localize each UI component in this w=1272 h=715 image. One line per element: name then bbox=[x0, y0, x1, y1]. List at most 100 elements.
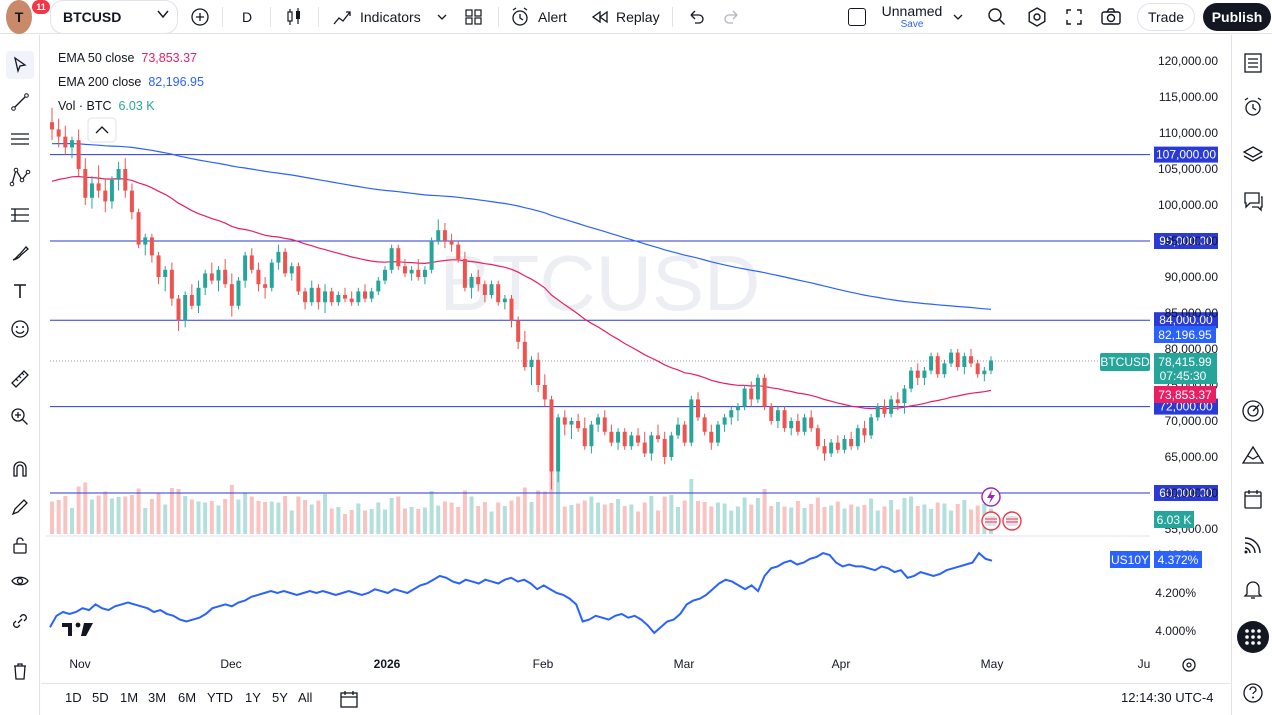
range-3m[interactable]: 3M bbox=[148, 690, 167, 705]
volume-bar bbox=[649, 496, 654, 534]
zoom-tool[interactable] bbox=[6, 403, 34, 431]
object-tree-button[interactable] bbox=[1239, 141, 1267, 169]
volume-bar bbox=[982, 504, 987, 534]
candle-body bbox=[602, 417, 607, 432]
layout-checkbox[interactable] bbox=[848, 0, 866, 34]
us-flag-icon[interactable] bbox=[981, 511, 1001, 531]
range-5d[interactable]: 5D bbox=[92, 690, 109, 705]
price-axis[interactable]: 120,000.00 115,000.00 110,000.00 105,000.00… bbox=[1158, 54, 1218, 536]
snapshot-button[interactable] bbox=[1100, 0, 1122, 34]
candle-body bbox=[409, 269, 414, 274]
interval-button[interactable]: D bbox=[242, 9, 253, 25]
layout-name-button[interactable]: Unnamed Save bbox=[880, 0, 944, 34]
ideas-button[interactable] bbox=[1239, 397, 1267, 425]
horizontal-line-value: 107,000.00 bbox=[1156, 148, 1216, 162]
delete-drawings-tool[interactable] bbox=[6, 657, 34, 685]
range-1y[interactable]: 1Y bbox=[245, 690, 261, 705]
fib-tool[interactable] bbox=[6, 201, 34, 229]
volume-bar bbox=[875, 510, 880, 534]
alerts-button[interactable] bbox=[1239, 93, 1267, 121]
range-5y[interactable]: 5Y bbox=[272, 690, 288, 705]
fullscreen-button[interactable] bbox=[1064, 0, 1084, 34]
trade-button[interactable]: Trade bbox=[1137, 3, 1195, 31]
link-tool[interactable] bbox=[6, 607, 34, 635]
candle-body bbox=[149, 237, 154, 256]
ema50-legend[interactable]: EMA 50 close 73,853.37 bbox=[58, 46, 204, 70]
events-markers[interactable] bbox=[981, 487, 1022, 531]
indicators-button[interactable]: Indicators bbox=[332, 0, 421, 34]
help-button[interactable] bbox=[1239, 679, 1267, 707]
ema200-legend[interactable]: EMA 200 close 82,196.95 bbox=[58, 70, 204, 94]
mountain-icon bbox=[1241, 445, 1265, 464]
pine-button[interactable] bbox=[1239, 441, 1267, 469]
range-1d[interactable]: 1D bbox=[65, 690, 82, 705]
axis-settings-button[interactable] bbox=[1182, 658, 1196, 672]
lightning-icon[interactable] bbox=[981, 487, 1001, 507]
volume-tag-value: 6.03 K bbox=[1157, 513, 1192, 527]
alert-button[interactable]: Alert bbox=[510, 0, 567, 34]
publish-button[interactable]: Publish bbox=[1203, 3, 1271, 31]
pattern-tool[interactable] bbox=[6, 163, 34, 191]
price-label-tag: BTCUSD 78,415.99 07:45:30 bbox=[1100, 353, 1217, 384]
cursor-tool[interactable] bbox=[6, 51, 34, 79]
candle-body bbox=[449, 241, 454, 245]
draw-mode-tool[interactable] bbox=[6, 493, 34, 521]
trend-line-tool[interactable] bbox=[6, 88, 34, 116]
volume-bar bbox=[216, 505, 221, 534]
time-axis[interactable]: Nov Dec 2026 Feb Mar Apr May Ju bbox=[69, 657, 1150, 671]
range-all[interactable]: All bbox=[298, 690, 313, 705]
user-avatar[interactable]: T 11 bbox=[6, 0, 50, 34]
symbol-search[interactable]: BTCUSD bbox=[50, 0, 178, 34]
calendar-button[interactable] bbox=[1239, 485, 1267, 513]
layout-menu-button[interactable] bbox=[952, 0, 964, 34]
horizontal-lines-tool[interactable] bbox=[6, 125, 34, 153]
replay-button[interactable]: Replay bbox=[590, 0, 660, 34]
brush-tool[interactable] bbox=[6, 239, 34, 267]
products-button[interactable] bbox=[1237, 621, 1269, 653]
volume-bar bbox=[915, 506, 920, 534]
ruler-tool[interactable] bbox=[6, 365, 34, 393]
redo-button[interactable] bbox=[722, 0, 742, 34]
price-tick: 105,000.00 bbox=[1158, 162, 1218, 176]
range-6m[interactable]: 6M bbox=[178, 690, 197, 705]
us-flag-icon[interactable] bbox=[1002, 511, 1022, 531]
indicators-menu-button[interactable] bbox=[436, 0, 448, 34]
magnet-tool[interactable] bbox=[6, 455, 34, 483]
yield-axis[interactable]: 4.400% 4.200% 4.000% bbox=[1155, 548, 1196, 638]
volume-bar bbox=[409, 507, 414, 534]
watchlist-button[interactable] bbox=[1239, 49, 1267, 77]
candle-body bbox=[989, 360, 993, 371]
candle-body bbox=[56, 129, 61, 137]
candle-body bbox=[223, 269, 228, 285]
chat-button[interactable] bbox=[1239, 187, 1267, 215]
layouts-button[interactable] bbox=[464, 0, 484, 34]
symbol-menu-icon[interactable] bbox=[155, 6, 171, 22]
text-tool[interactable] bbox=[6, 277, 34, 305]
volume-legend[interactable]: Vol · BTC 6.03 K bbox=[58, 94, 204, 118]
notifications-button[interactable] bbox=[1239, 575, 1267, 603]
lock-drawings-tool[interactable] bbox=[6, 531, 34, 559]
quick-search-button[interactable] bbox=[986, 0, 1008, 34]
chart-type-button[interactable] bbox=[284, 0, 304, 34]
candle-body bbox=[536, 359, 541, 385]
emoji-tool[interactable] bbox=[6, 315, 34, 343]
range-1m[interactable]: 1M bbox=[120, 690, 139, 705]
hide-drawings-tool[interactable] bbox=[6, 567, 34, 595]
collapse-legend-button[interactable] bbox=[87, 117, 117, 143]
news-button[interactable] bbox=[1239, 531, 1267, 559]
add-symbol-button[interactable] bbox=[190, 0, 210, 34]
tradingview-logo[interactable] bbox=[62, 622, 93, 636]
price-tick: 75,000.00 bbox=[1165, 378, 1219, 392]
undo-button[interactable] bbox=[686, 0, 706, 34]
horizontal-lines[interactable]: 107,000.00 95,000.00 84,000.00 72,000.00 60,… bbox=[50, 146, 1218, 501]
candle-body bbox=[83, 169, 88, 198]
settings-button[interactable] bbox=[1026, 0, 1048, 34]
goto-date-button[interactable] bbox=[339, 689, 359, 712]
volume-bar bbox=[536, 490, 541, 534]
timezone-clock[interactable]: 12:14:30 UTC-4 bbox=[1121, 690, 1214, 705]
volume-bar bbox=[955, 504, 960, 534]
candle-body bbox=[929, 356, 934, 371]
range-ytd[interactable]: YTD bbox=[207, 690, 233, 705]
volume-bar bbox=[729, 510, 734, 534]
yield-tick: 4.400% bbox=[1155, 548, 1196, 562]
